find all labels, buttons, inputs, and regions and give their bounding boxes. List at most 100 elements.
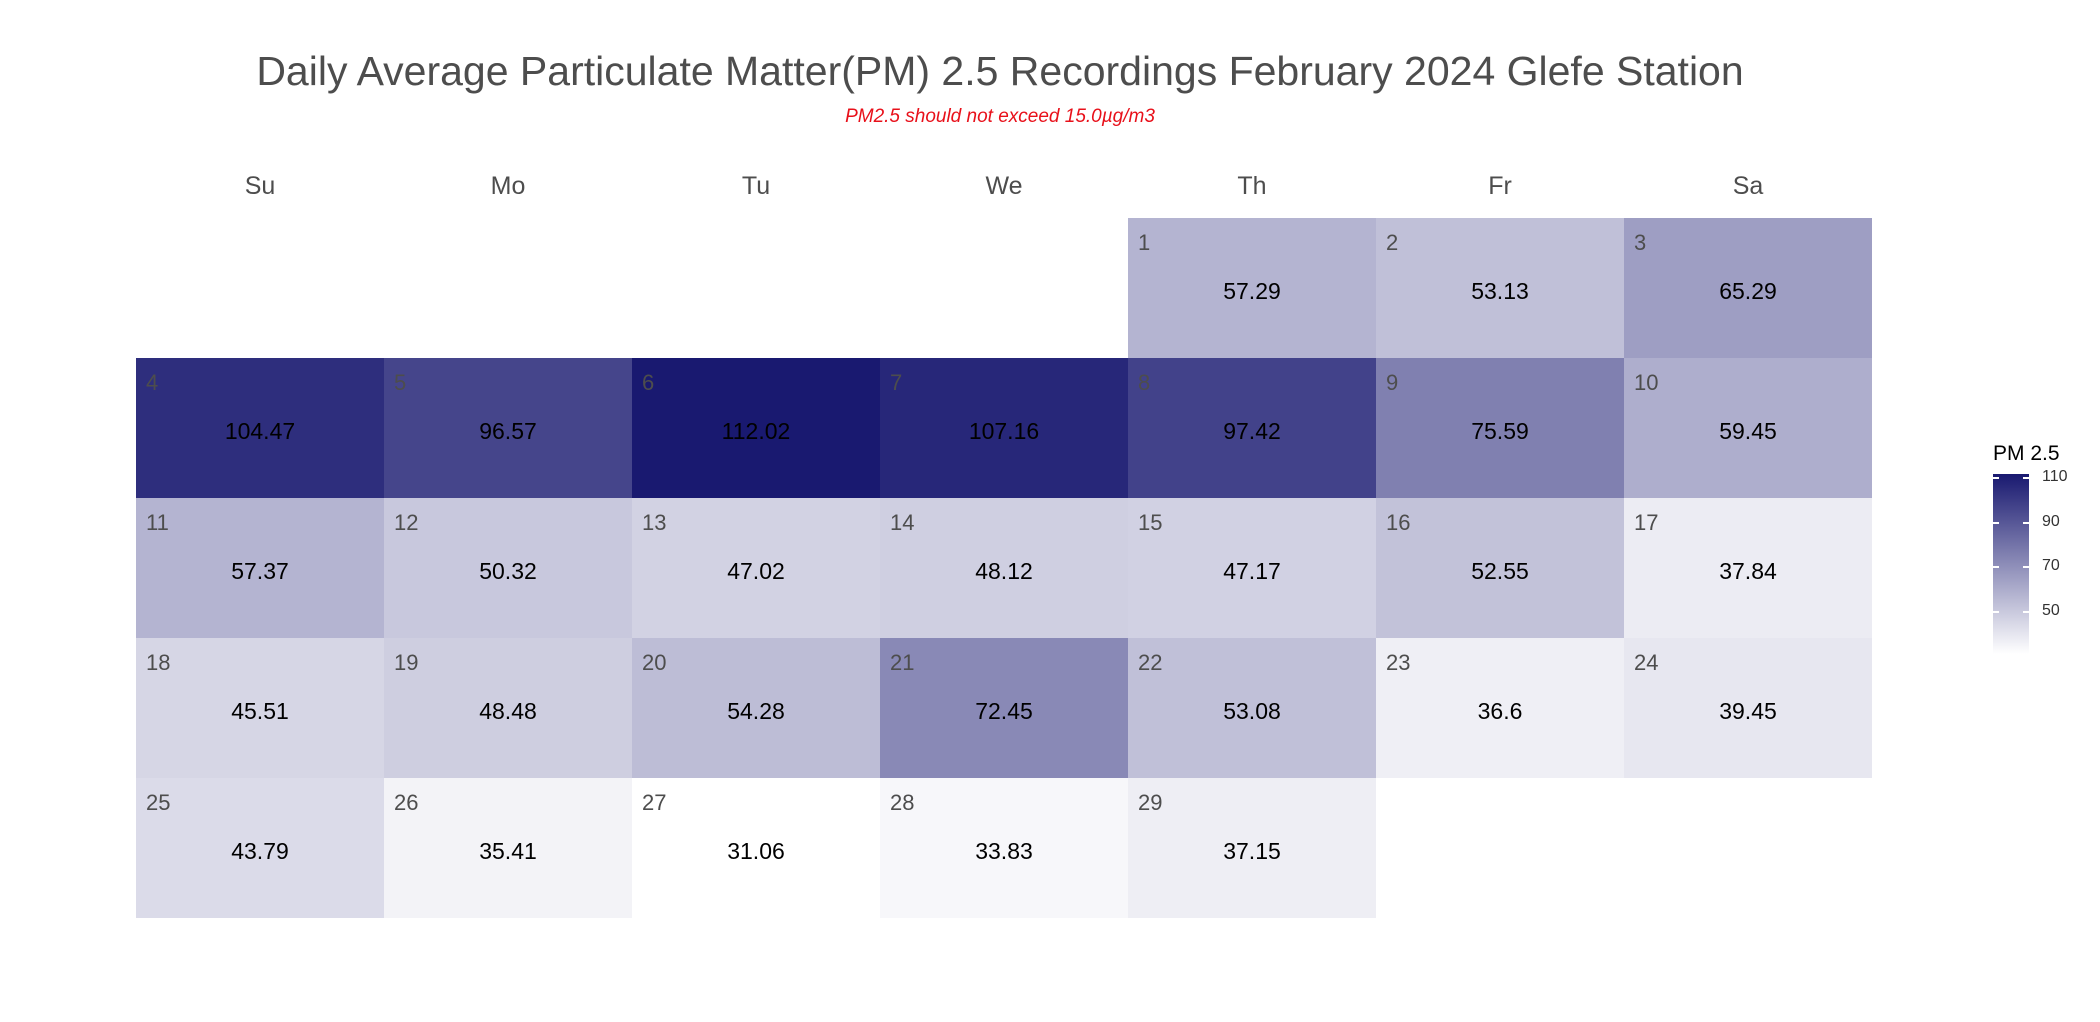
day-number: 16 [1386, 510, 1411, 535]
day-value-label: 53.13 [1471, 278, 1529, 304]
chart-title: Daily Average Particulate Matter(PM) 2.5… [256, 48, 1744, 94]
day-cell: 11 57.37 [136, 498, 384, 638]
weekday-label: Fr [1488, 172, 1512, 200]
day-cell: 5 96.57 [384, 358, 632, 498]
day-cell: 14 48.12 [880, 498, 1128, 638]
day-value-label: 65.29 [1719, 278, 1777, 304]
day-value-label: 48.48 [479, 698, 537, 724]
day-number: 7 [890, 370, 903, 395]
day-value-label: 52.55 [1471, 558, 1529, 584]
day-number: 10 [1634, 370, 1659, 395]
day-cell: 20 54.28 [632, 638, 880, 778]
day-number: 28 [890, 790, 915, 815]
day-cell: 1 57.29 [1128, 218, 1376, 358]
day-value-label: 39.45 [1719, 698, 1777, 724]
day-number: 8 [1138, 370, 1151, 395]
chart-subtitle: PM2.5 should not exceed 15.0µg/m3 [845, 106, 1155, 127]
day-value-label: 54.28 [727, 698, 785, 724]
day-value-label: 37.84 [1719, 558, 1777, 584]
day-value-label: 35.41 [479, 838, 537, 864]
legend-color-bar [1993, 474, 2029, 654]
day-cell: 23 36.6 [1376, 638, 1624, 778]
day-cell: 28 33.83 [880, 778, 1128, 918]
day-cell: 25 43.79 [136, 778, 384, 918]
day-number: 19 [394, 650, 419, 675]
day-cell: 17 37.84 [1624, 498, 1872, 638]
day-cell: 18 45.51 [136, 638, 384, 778]
day-value-label: 72.45 [975, 698, 1033, 724]
legend-tick-mark [1993, 521, 1999, 524]
day-cell: 3 65.29 [1624, 218, 1872, 358]
legend-tick-label: 50 [2042, 601, 2060, 619]
legend-tick-mark [2023, 566, 2029, 569]
day-cell: 7 107.16 [880, 358, 1128, 498]
weekday-label: Mo [490, 172, 526, 200]
legend-tick-mark [1993, 610, 1999, 613]
day-value-label: 31.06 [727, 838, 785, 864]
day-value-label: 43.79 [231, 838, 289, 864]
day-number: 23 [1386, 650, 1411, 675]
day-number: 6 [642, 370, 655, 395]
day-number: 26 [394, 790, 419, 815]
day-value-label: 50.32 [479, 558, 537, 584]
weekday-label: We [985, 172, 1023, 200]
day-value-label: 53.08 [1223, 698, 1281, 724]
day-number: 25 [146, 790, 171, 815]
day-number: 20 [642, 650, 667, 675]
legend-tick-mark [1993, 566, 1999, 569]
day-value-label: 75.59 [1471, 418, 1529, 444]
day-value-label: 37.15 [1223, 838, 1281, 864]
day-cell: 19 48.48 [384, 638, 632, 778]
day-number: 13 [642, 510, 667, 535]
day-value-label: 59.45 [1719, 418, 1777, 444]
day-cell: 26 35.41 [384, 778, 632, 918]
day-value-label: 57.37 [231, 558, 289, 584]
legend-tick-mark [1993, 477, 1999, 480]
day-value-label: 104.47 [224, 418, 296, 444]
day-value-label: 33.83 [975, 838, 1033, 864]
day-number: 29 [1138, 790, 1163, 815]
day-cell: 29 37.15 [1128, 778, 1376, 918]
day-number: 17 [1634, 510, 1659, 535]
day-value-label: 36.6 [1477, 698, 1523, 724]
day-cell: 24 39.45 [1624, 638, 1872, 778]
legend-tick-mark [2023, 477, 2029, 480]
day-number: 12 [394, 510, 419, 535]
day-cell: 6 112.02 [632, 358, 880, 498]
day-cell: 15 47.17 [1128, 498, 1376, 638]
day-cell: 2 53.13 [1376, 218, 1624, 358]
day-number: 18 [146, 650, 171, 675]
day-number: 27 [642, 790, 667, 815]
day-value-label: 47.02 [727, 558, 785, 584]
day-cell: 13 47.02 [632, 498, 880, 638]
day-value-label: 96.57 [479, 418, 537, 444]
day-number: 24 [1634, 650, 1659, 675]
day-value-label: 57.29 [1223, 278, 1281, 304]
legend-tick-label: 70 [2042, 557, 2060, 575]
day-cell: 21 72.45 [880, 638, 1128, 778]
day-value-label: 45.51 [231, 698, 289, 724]
day-number: 22 [1138, 650, 1163, 675]
day-value-label: 97.42 [1223, 418, 1281, 444]
day-cell: 12 50.32 [384, 498, 632, 638]
day-cell: 10 59.45 [1624, 358, 1872, 498]
day-cell: 16 52.55 [1376, 498, 1624, 638]
day-number: 5 [394, 370, 407, 395]
weekday-label: Su [244, 172, 276, 200]
day-value-label: 47.17 [1223, 558, 1281, 584]
day-value-label: 112.02 [721, 418, 791, 444]
legend-tick-mark [2023, 610, 2029, 613]
day-number: 1 [1138, 230, 1151, 255]
legend-tick-label: 90 [2042, 512, 2060, 530]
day-cell: 27 31.06 [632, 778, 880, 918]
day-number: 4 [146, 370, 159, 395]
day-number: 2 [1386, 230, 1399, 255]
day-cell: 4 104.47 [136, 358, 384, 498]
day-cell: 9 75.59 [1376, 358, 1624, 498]
day-number: 15 [1138, 510, 1163, 535]
day-number: 9 [1386, 370, 1399, 395]
day-value-label: 48.12 [975, 558, 1033, 584]
weekday-label: Th [1237, 172, 1267, 200]
day-value-label: 107.16 [968, 418, 1040, 444]
day-number: 14 [890, 510, 915, 535]
